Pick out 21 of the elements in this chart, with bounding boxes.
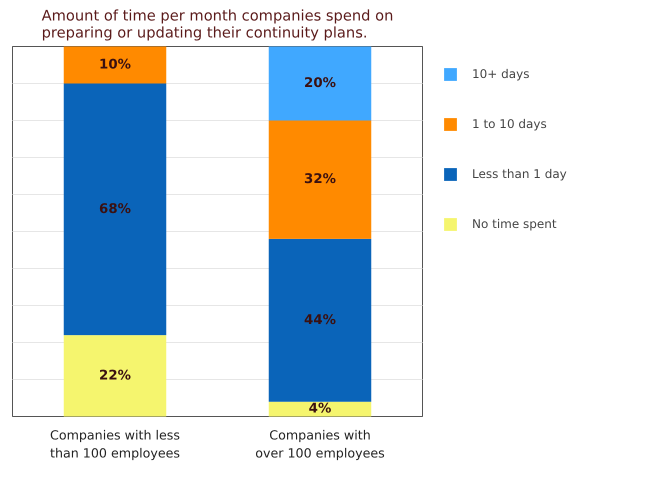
data-label: 20% bbox=[304, 76, 336, 91]
data-label: 68% bbox=[99, 202, 131, 217]
data-label: 4% bbox=[308, 402, 332, 417]
data-label: 10% bbox=[99, 58, 131, 72]
bar bbox=[64, 335, 166, 416]
bar bbox=[268, 402, 372, 416]
x-tick-label: Companies with over 100 employees bbox=[255, 428, 385, 460]
bar bbox=[64, 46, 166, 84]
legend-label: Less than 1 day bbox=[472, 167, 567, 181]
bar bbox=[64, 84, 166, 336]
bar bbox=[268, 46, 372, 120]
data-label: 44% bbox=[304, 312, 336, 328]
legend-label: 10+ days bbox=[472, 67, 530, 81]
x-tick-label: Companies with less than 100 employees bbox=[50, 428, 180, 460]
data-label: 22% bbox=[99, 368, 131, 384]
legend-label: No time spent bbox=[472, 217, 557, 231]
chart-title: Amount of time per month companies spend on preparing or updating their continuity plans. bbox=[42, 8, 394, 42]
bar bbox=[268, 120, 372, 239]
bar bbox=[268, 238, 372, 402]
data-label: 32% bbox=[304, 172, 336, 188]
legend-label: 1 to 10 days bbox=[472, 117, 547, 131]
